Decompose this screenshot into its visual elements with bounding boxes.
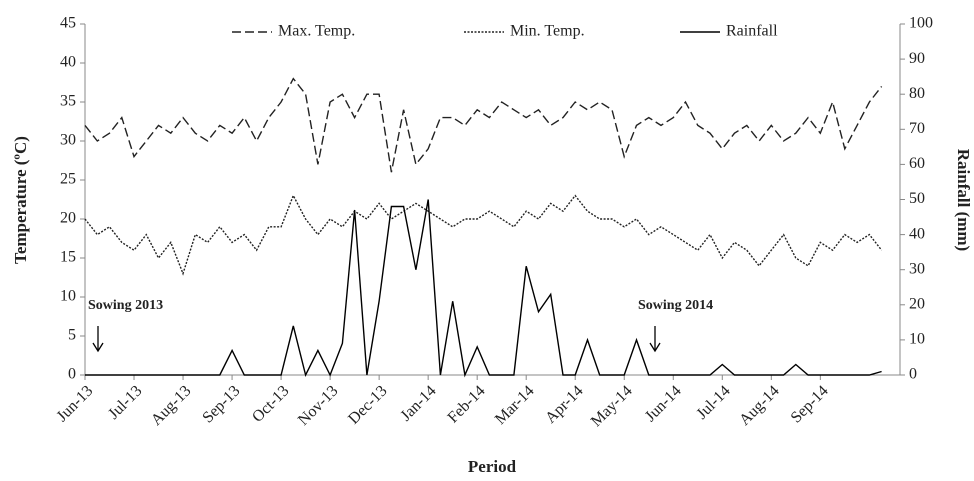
x-tick-label: Apr-14	[542, 382, 586, 426]
annotation-arrow	[649, 342, 661, 353]
y-tick-label: 5	[68, 327, 76, 344]
x-tick-label: Jun-13	[54, 382, 97, 425]
series-line	[84, 77, 883, 173]
x-tick-label: Oct-13	[249, 382, 292, 425]
x-tick-label: Jun-14	[642, 382, 685, 425]
x-axis-title: Period	[468, 457, 517, 476]
y2-tick-label: 50	[909, 190, 925, 207]
annotation: Sowing 2014	[638, 298, 713, 313]
y-axis-title: Temperature (ºC)	[11, 136, 30, 264]
series-line	[85, 199, 882, 378]
y2-axis-title: Rainfall (mm)	[954, 149, 973, 251]
y-tick-label: 30	[60, 132, 76, 149]
legend-label: Rainfall	[726, 23, 778, 40]
y2-tick-label: 60	[909, 155, 925, 172]
legend-label: Max. Temp.	[278, 23, 355, 40]
x-tick-label: Jul-13	[105, 382, 145, 422]
y-tick-label: 45	[60, 15, 76, 32]
x-tick-label: Mar-14	[492, 382, 538, 428]
x-tick-label: Nov-13	[295, 382, 342, 429]
annotation-arrow	[92, 342, 104, 353]
x-tick-label: Aug-14	[736, 382, 783, 429]
y2-tick-label: 20	[909, 295, 925, 312]
y2-tick-label: 10	[909, 331, 925, 348]
y-tick-label: 25	[60, 171, 76, 188]
y2-tick-label: 30	[909, 260, 925, 277]
series-line	[84, 193, 883, 276]
y-tick-label: 20	[60, 210, 76, 227]
y2-tick-label: 90	[909, 50, 925, 67]
y2-tick-label: 40	[909, 225, 925, 242]
x-tick-label: Aug-13	[148, 382, 195, 429]
y2-tick-label: 100	[909, 15, 933, 32]
x-tick-label: May-14	[588, 382, 636, 430]
x-tick-label: Feb-14	[445, 382, 489, 426]
x-tick-label: Sep-13	[199, 382, 243, 426]
legend-label: Min. Temp.	[510, 23, 585, 40]
y2-tick-label: 0	[909, 366, 917, 383]
y-tick-label: 0	[68, 366, 76, 383]
y-tick-label: 35	[60, 93, 76, 110]
y2-tick-label: 80	[909, 85, 925, 102]
annotation: Sowing 2013	[88, 298, 163, 313]
y-tick-label: 40	[60, 54, 76, 71]
y2-tick-label: 70	[909, 120, 925, 137]
x-tick-label: Jan-14	[397, 382, 439, 424]
x-tick-label: Dec-13	[345, 382, 390, 427]
y-tick-label: 15	[60, 249, 76, 266]
x-tick-label: Sep-14	[788, 382, 832, 426]
y-tick-label: 10	[60, 288, 76, 305]
x-tick-label: Jul-14	[693, 382, 733, 422]
